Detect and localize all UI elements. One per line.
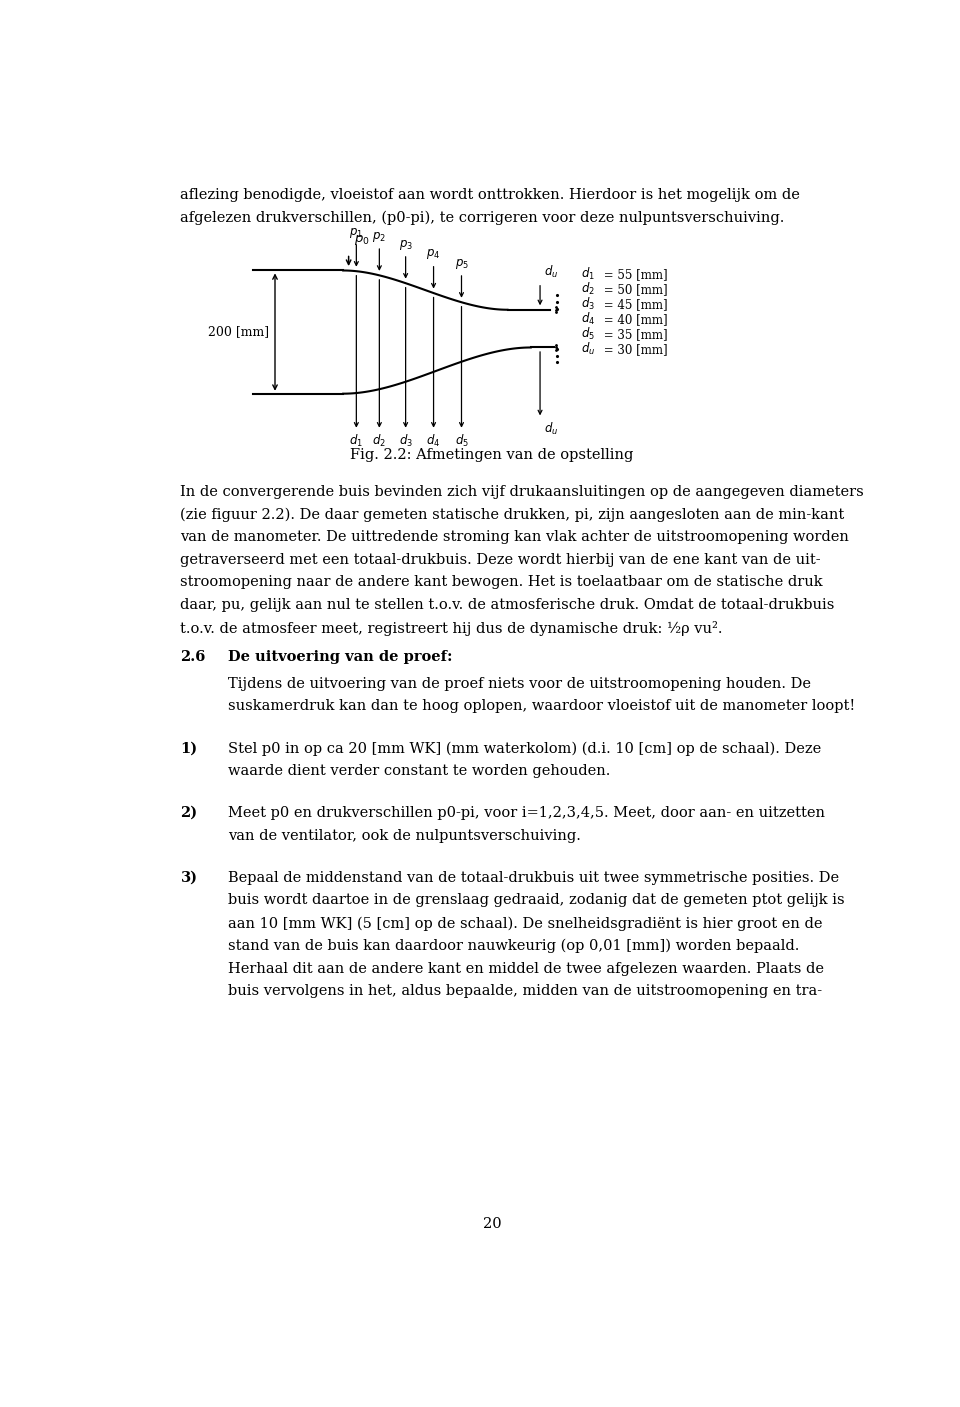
Text: van de ventilator, ook de nulpuntsverschuiving.: van de ventilator, ook de nulpuntsversch… bbox=[228, 829, 582, 843]
Text: In de convergerende buis bevinden zich vijf drukaansluitingen op de aangegeven d: In de convergerende buis bevinden zich v… bbox=[180, 484, 864, 498]
Text: van de manometer. De uittredende stroming kan vlak achter de uitstroomopening wo: van de manometer. De uittredende stromin… bbox=[180, 530, 850, 545]
Text: $p_3$: $p_3$ bbox=[398, 238, 413, 252]
Text: 2.6: 2.6 bbox=[180, 650, 205, 664]
Text: buis vervolgens in het, aldus bepaalde, midden van de uitstroomopening en tra-: buis vervolgens in het, aldus bepaalde, … bbox=[228, 985, 823, 999]
Text: $d_1$: $d_1$ bbox=[581, 266, 595, 283]
Text: $d_4$: $d_4$ bbox=[426, 433, 441, 449]
Text: stand van de buis kan daardoor nauwkeurig (op 0,01 [mm]) worden bepaald.: stand van de buis kan daardoor nauwkeuri… bbox=[228, 938, 800, 953]
Text: = 40 [mm]: = 40 [mm] bbox=[601, 312, 668, 326]
Text: = 45 [mm]: = 45 [mm] bbox=[601, 298, 668, 311]
Text: $p_4$: $p_4$ bbox=[426, 248, 441, 262]
Text: Fig. 2.2: Afmetingen van de opstelling: Fig. 2.2: Afmetingen van de opstelling bbox=[350, 447, 634, 461]
Text: $p_2$: $p_2$ bbox=[372, 229, 386, 243]
Text: $d_u$: $d_u$ bbox=[544, 421, 559, 436]
Text: $d_3$: $d_3$ bbox=[581, 297, 595, 312]
Text: 1): 1) bbox=[180, 741, 198, 756]
Text: $d_1$: $d_1$ bbox=[349, 433, 363, 449]
Text: De uitvoering van de proef:: De uitvoering van de proef: bbox=[228, 650, 453, 664]
Text: $p_1$: $p_1$ bbox=[349, 225, 363, 239]
Text: $d_4$: $d_4$ bbox=[581, 311, 595, 328]
Text: 200 [mm]: 200 [mm] bbox=[208, 325, 270, 339]
Text: = 50 [mm]: = 50 [mm] bbox=[601, 283, 668, 295]
Text: stroomopening naar de andere kant bewogen. Het is toelaatbaar om de statische dr: stroomopening naar de andere kant bewoge… bbox=[180, 575, 823, 590]
Text: Meet p0 en drukverschillen p0-pi, voor i=1,2,3,4,5. Meet, door aan- en uitzetten: Meet p0 en drukverschillen p0-pi, voor i… bbox=[228, 806, 826, 820]
Text: getraverseerd met een totaal-drukbuis. Deze wordt hierbij van de ene kant van de: getraverseerd met een totaal-drukbuis. D… bbox=[180, 553, 821, 567]
Text: 3): 3) bbox=[180, 871, 198, 885]
Text: $d_u$: $d_u$ bbox=[544, 265, 559, 280]
Text: 2): 2) bbox=[180, 806, 198, 820]
Text: Stel p0 in op ca 20 [mm WK] (mm waterkolom) (d.i. 10 [cm] op de schaal). Deze: Stel p0 in op ca 20 [mm WK] (mm waterkol… bbox=[228, 741, 822, 756]
Text: = 30 [mm]: = 30 [mm] bbox=[601, 343, 668, 356]
Text: aan 10 [mm WK] (5 [cm] op de schaal). De snelheidsgradiënt is hier groot en de: aan 10 [mm WK] (5 [cm] op de schaal). De… bbox=[228, 916, 823, 930]
Text: $d_5$: $d_5$ bbox=[581, 326, 595, 342]
Text: suskamerdruk kan dan te hoog oplopen, waardoor vloeistof uit de manometer loopt!: suskamerdruk kan dan te hoog oplopen, wa… bbox=[228, 699, 855, 713]
Text: $d_3$: $d_3$ bbox=[398, 433, 413, 449]
Text: Bepaal de middenstand van de totaal-drukbuis uit twee symmetrische posities. De: Bepaal de middenstand van de totaal-druk… bbox=[228, 871, 840, 885]
Text: Tijdens de uitvoering van de proef niets voor de uitstroomopening houden. De: Tijdens de uitvoering van de proef niets… bbox=[228, 677, 811, 691]
Text: (zie figuur 2.2). De daar gemeten statische drukken, pi, zijn aangesloten aan de: (zie figuur 2.2). De daar gemeten statis… bbox=[180, 508, 845, 522]
Text: $p_5$: $p_5$ bbox=[454, 256, 468, 270]
Text: afgelezen drukverschillen, (p0-pi), te corrigeren voor deze nulpuntsverschuiving: afgelezen drukverschillen, (p0-pi), te c… bbox=[180, 211, 785, 225]
Text: buis wordt daartoe in de grenslaag gedraaid, zodanig dat de gemeten ptot gelijk : buis wordt daartoe in de grenslaag gedra… bbox=[228, 893, 845, 908]
Text: 20: 20 bbox=[483, 1217, 501, 1231]
Text: = 35 [mm]: = 35 [mm] bbox=[601, 328, 668, 340]
Text: Herhaal dit aan de andere kant en middel de twee afgelezen waarden. Plaats de: Herhaal dit aan de andere kant en middel… bbox=[228, 961, 825, 975]
Text: $d_5$: $d_5$ bbox=[454, 433, 468, 449]
Text: daar, pu, gelijk aan nul te stellen t.o.v. de atmosferische druk. Omdat de totaa: daar, pu, gelijk aan nul te stellen t.o.… bbox=[180, 598, 835, 612]
Text: $d_2$: $d_2$ bbox=[581, 281, 595, 297]
Text: = 55 [mm]: = 55 [mm] bbox=[601, 267, 668, 281]
Text: waarde dient verder constant te worden gehouden.: waarde dient verder constant te worden g… bbox=[228, 764, 611, 778]
Text: $d_2$: $d_2$ bbox=[372, 433, 386, 449]
Text: $d_u$: $d_u$ bbox=[581, 342, 595, 357]
Text: aflezing benodigde, vloeistof aan wordt onttrokken. Hierdoor is het mogelijk om : aflezing benodigde, vloeistof aan wordt … bbox=[180, 189, 801, 203]
Text: $p_0$: $p_0$ bbox=[354, 232, 370, 246]
Text: t.o.v. de atmosfeer meet, registreert hij dus de dynamische druk: ½ρ vu².: t.o.v. de atmosfeer meet, registreert hi… bbox=[180, 620, 723, 636]
